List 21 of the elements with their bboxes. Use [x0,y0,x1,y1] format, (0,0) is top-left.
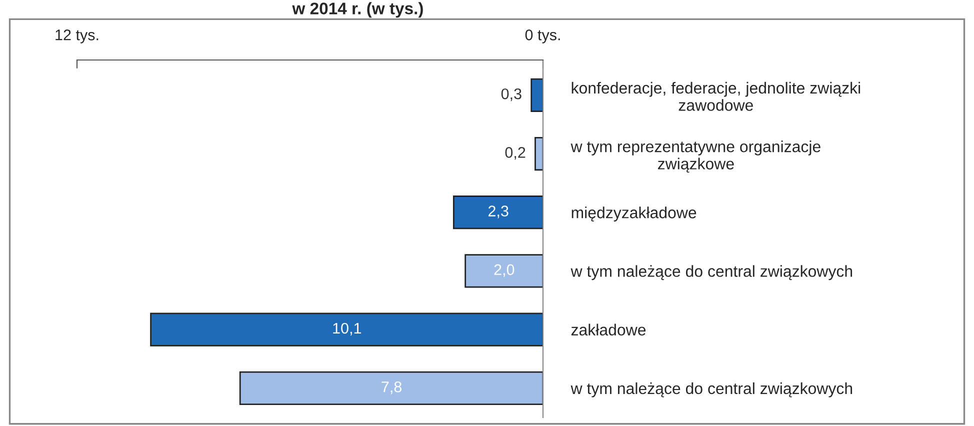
data-label: 0,3 [501,88,522,102]
data-label: 10,1 [333,322,362,336]
y-tick-label: międzyzakładowe [572,206,696,222]
bar [452,196,543,230]
y-tick-label: w tym należące do central związkowych [570,265,852,280]
bar [464,254,543,288]
y-tick-label: konfederacje, federacje, jednolite związki zawodowe [572,82,860,111]
bar [150,312,543,346]
data-label: 0,2 [505,147,526,160]
x-tick-label: 0 tys. [525,29,560,44]
y-tick-label: w tym należące do central związkowych [570,382,852,398]
bar [534,136,543,171]
bar [530,78,543,112]
data-label: 2,0 [494,264,514,277]
data-label: 2,3 [488,206,508,218]
x-tick-label: 12 tys. [56,29,98,44]
data-label: 7,8 [382,381,402,394]
y-tick-label: zakładowe [571,324,646,336]
chart-title: w 2014 r. (w tys.) [292,2,423,18]
bar [239,371,543,405]
y-tick-label: w tym reprezentatywne organizacje związkowe [570,140,820,173]
